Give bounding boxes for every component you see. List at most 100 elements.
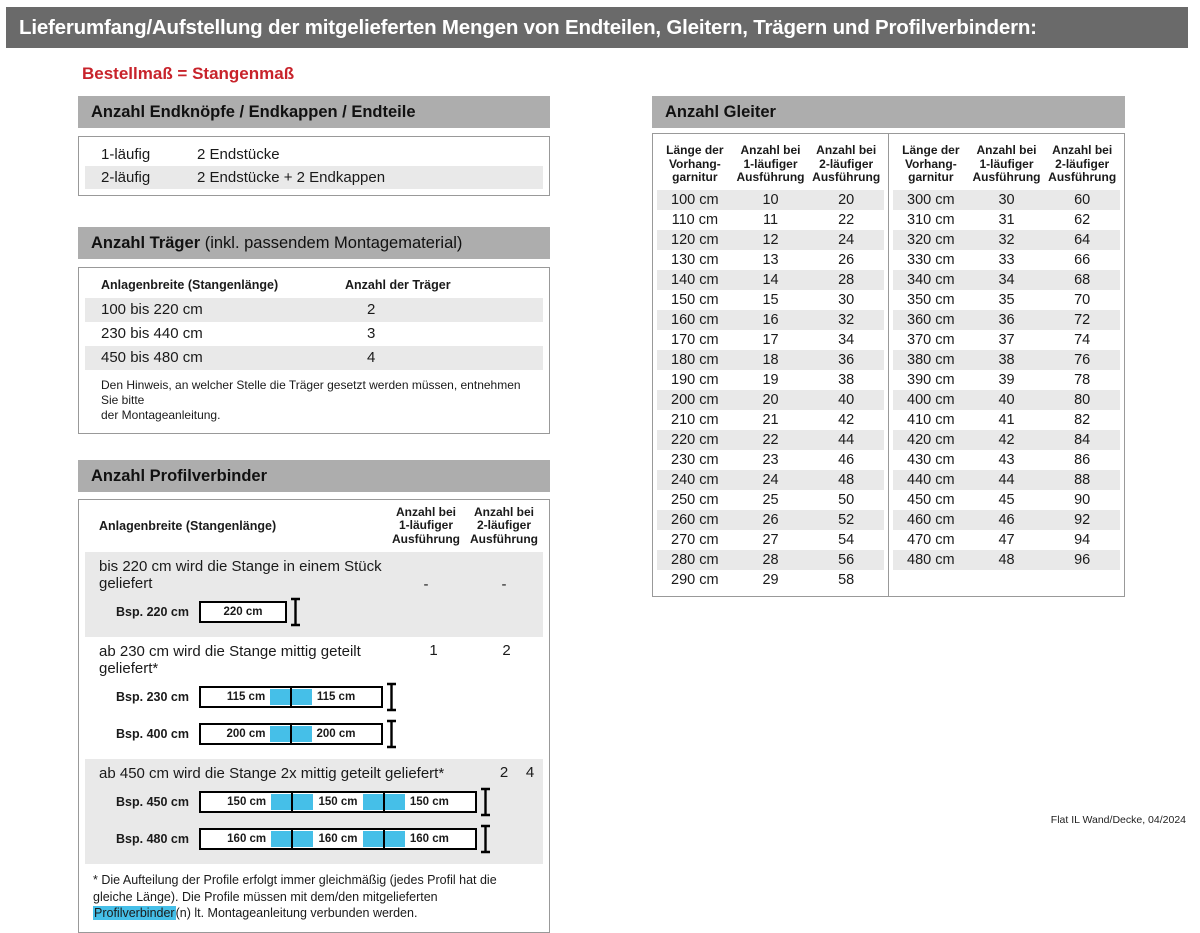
end-parts-value: 2 Endstücke	[197, 146, 280, 163]
count-two-track: 44	[838, 431, 855, 448]
garniture-length: 240 cm	[671, 471, 719, 488]
endteile-table: 1-läufig 2 Endstücke 2-läufig 2 Endstücke +…	[78, 136, 550, 196]
gleiter-col-length: Länge der Vorhang- garnitur	[666, 143, 724, 184]
rod-diagram: 115 cm 115 cm	[199, 686, 383, 708]
gleiter-col-length: Länge der Vorhang- garnitur	[902, 143, 960, 184]
rod-example: Bsp. 230 cm 115 cm 115 cm	[85, 682, 397, 712]
count-two-track: 52	[838, 511, 855, 528]
garniture-length: 260 cm	[671, 511, 719, 528]
count-two-track: 42	[838, 411, 855, 428]
table-row: 100 bis 220 cm 2	[85, 298, 543, 322]
garniture-length: 400 cm	[907, 391, 955, 408]
count-two-track: 20	[838, 191, 855, 208]
garniture-length: 210 cm	[671, 411, 719, 428]
carrier-count: 3	[367, 325, 376, 342]
pv-row-diagrams: Bsp. 220 cm 220 cm	[85, 597, 387, 627]
count-one-track: 28	[762, 551, 779, 568]
order-dimension-note: Bestellmaß = Stangenmaß	[82, 64, 295, 83]
track-count-label: 1-läufig	[101, 146, 151, 163]
rod-segment: 220 cm	[223, 606, 263, 618]
count-one-track: 30	[998, 191, 1015, 208]
table-row: 110 cm 11 22	[657, 210, 884, 230]
garniture-length: 340 cm	[907, 271, 955, 288]
segment-divider	[382, 793, 385, 811]
pv-row-split-twice: ab 450 cm wird die Stange 2x mittig gete…	[85, 759, 543, 864]
width-range: 100 bis 220 cm	[101, 301, 203, 318]
count-one-track: 40	[998, 391, 1015, 408]
track-count-label: 2-läufig	[101, 169, 151, 186]
garniture-length: 440 cm	[907, 471, 955, 488]
table-row: 320 cm 32 64	[893, 229, 1120, 250]
count-two-track: 54	[838, 531, 855, 548]
rod-example: Bsp. 220 cm 220 cm	[85, 597, 387, 627]
endteile-section-header: Anzahl Endknöpfe / Endkappen / Endteile	[78, 96, 550, 128]
count-two-track: 84	[1074, 431, 1091, 448]
table-row: 430 cm 43 86	[893, 450, 1120, 470]
count-one-track: 18	[762, 351, 779, 368]
count-two-track: 50	[838, 491, 855, 508]
table-row: 480 cm 48 96	[893, 549, 1120, 570]
count-two-track: 68	[1074, 271, 1091, 288]
garniture-length: 200 cm	[671, 391, 719, 408]
count-one-track: 38	[998, 351, 1015, 368]
table-row: 120 cm 12 24	[657, 229, 884, 250]
table-row: 180 cm 18 36	[657, 349, 884, 370]
count-one-track: 33	[998, 251, 1015, 268]
gleiter-col-two-track: Anzahl bei 2-läufiger Ausführung	[812, 143, 881, 184]
garniture-length: 180 cm	[671, 351, 719, 368]
garniture-length: 280 cm	[671, 551, 719, 568]
rod-segment: 200 cm	[316, 728, 356, 740]
table-row: 360 cm 36 72	[893, 309, 1120, 330]
count-two-track: 70	[1074, 291, 1091, 308]
count-one-track: 43	[998, 451, 1015, 468]
table-row: 370 cm 37 74	[893, 330, 1120, 350]
count-one-track: 35	[998, 291, 1015, 308]
count-one-track: 36	[998, 311, 1015, 328]
count-two-track: 78	[1074, 371, 1091, 388]
table-row: 140 cm 14 28	[657, 269, 884, 290]
count-one-track: 13	[762, 251, 779, 268]
traeger-table-body: 100 bis 220 cm 2 230 bis 440 cm 3 450 bis 48…	[85, 298, 543, 370]
profilverbinder-section-header: Anzahl Profilverbinder	[78, 460, 550, 492]
end-piece-icon	[386, 719, 397, 749]
example-label: Bsp. 220 cm	[116, 605, 189, 619]
count-one-track: 21	[762, 411, 779, 428]
table-row: 330 cm 33 66	[893, 250, 1120, 270]
pv-col-two-track: Anzahl bei 2-läufiger Ausführung	[470, 504, 538, 546]
count-one-track: 14	[762, 271, 779, 288]
gleiter-table-right: Länge der Vorhang- garnitur Anzahl bei 1…	[889, 134, 1124, 596]
garniture-length: 160 cm	[671, 311, 719, 328]
garniture-length: 300 cm	[907, 191, 955, 208]
document-footer: Flat IL Wand/Decke, 04/2024	[1050, 814, 1186, 826]
count-one-track: 47	[998, 531, 1015, 548]
count-one-track: 46	[998, 511, 1015, 528]
garniture-length: 320 cm	[907, 231, 955, 248]
count-one-track: 45	[998, 491, 1015, 508]
table-row: 130 cm 13 26	[657, 250, 884, 270]
traeger-header-bold: Anzahl Träger	[91, 234, 201, 252]
carrier-count: 4	[367, 349, 376, 366]
table-row: 420 cm 42 84	[893, 429, 1120, 450]
garniture-length: 170 cm	[671, 331, 719, 348]
table-row: 410 cm 41 82	[893, 410, 1120, 430]
table-divider	[888, 134, 889, 596]
table-row: 450 bis 480 cm 4	[85, 346, 543, 370]
end-piece-icon	[290, 597, 301, 627]
garniture-length: 190 cm	[671, 371, 719, 388]
gleiter-left-body: 100 cm 10 20 110 cm 11 22 120 cm 12 24 130 cm 13 26…	[657, 189, 884, 590]
traeger-header-rest: (inkl. passendem Montagematerial)	[200, 234, 463, 252]
table-row: 260 cm 26 52	[657, 509, 884, 530]
count-one-track: 27	[762, 531, 779, 548]
count-two-track: 58	[838, 571, 855, 588]
garniture-length: 420 cm	[907, 431, 955, 448]
rod-diagram: 160 cm 160 cm 160 cm	[199, 828, 477, 850]
count-one-track: 12	[762, 231, 779, 248]
table-row: 200 cm 20 40	[657, 389, 884, 410]
table-row: 440 cm 44 88	[893, 469, 1120, 490]
profilverbinder-table-header: Anlagenbreite (Stangenlänge) Anzahl bei …	[85, 500, 543, 552]
traeger-note: Den Hinweis, an welcher Stelle die Träge…	[101, 378, 521, 422]
rod-example: Bsp. 450 cm 150 cm 150 cm 150 cm	[85, 787, 491, 817]
count-two-track: 40	[838, 391, 855, 408]
table-row: 220 cm 22 44	[657, 429, 884, 450]
rod-example: Bsp. 480 cm 160 cm 160 cm 160 cm	[85, 824, 491, 854]
